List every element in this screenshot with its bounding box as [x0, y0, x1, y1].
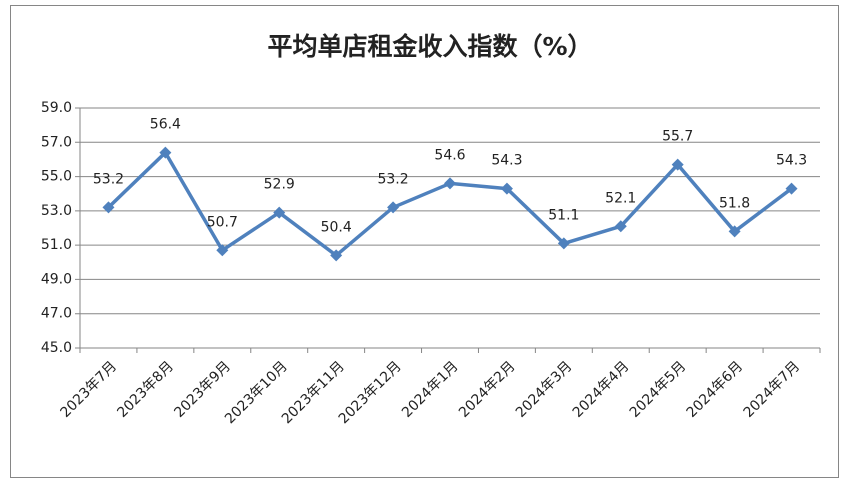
marker [159, 146, 172, 159]
data-label: 50.7 [207, 214, 238, 230]
data-label: 51.1 [548, 207, 579, 223]
y-tick-label: 49.0 [41, 271, 72, 287]
data-label: 56.4 [150, 117, 181, 133]
chart-title: 平均单店租金收入指数（%） [267, 32, 592, 61]
marker [614, 220, 627, 233]
y-tick-label: 57.0 [41, 134, 72, 150]
data-label: 55.7 [662, 129, 693, 145]
marker [387, 201, 400, 214]
marker [216, 244, 229, 257]
y-tick-label: 53.0 [41, 203, 72, 219]
chart-border [10, 5, 839, 478]
y-tick-label: 51.0 [41, 237, 72, 253]
y-tick-label: 45.0 [41, 340, 72, 356]
marker [557, 237, 570, 250]
y-tick-label: 55.0 [41, 169, 72, 185]
marker [444, 177, 456, 190]
marker [102, 201, 115, 214]
data-label: 53.2 [377, 171, 408, 187]
y-tick-label: 59.0 [41, 100, 72, 116]
marker [273, 206, 286, 219]
marker [785, 182, 798, 195]
data-label: 53.2 [93, 171, 124, 187]
marker [728, 225, 741, 238]
marker [330, 249, 343, 262]
data-label: 54.3 [491, 153, 522, 169]
data-label: 51.8 [719, 195, 750, 211]
data-label: 54.6 [434, 147, 465, 163]
y-tick-label: 47.0 [41, 306, 72, 322]
data-label: 52.9 [264, 177, 295, 193]
marker [500, 182, 513, 195]
data-label: 52.1 [605, 190, 636, 206]
marker [671, 158, 684, 171]
data-label: 50.4 [321, 219, 352, 235]
data-label: 54.3 [776, 153, 807, 169]
